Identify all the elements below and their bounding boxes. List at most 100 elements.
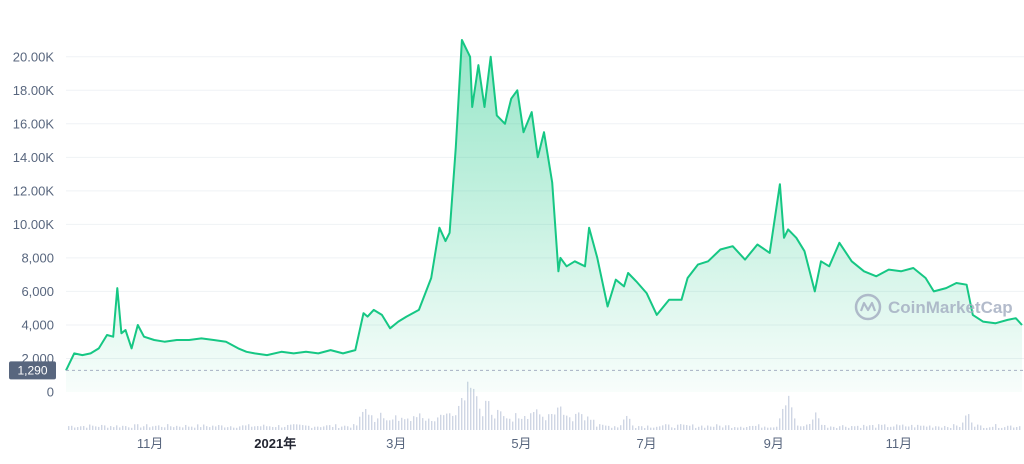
volume-bar — [815, 412, 817, 430]
volume-bar — [104, 425, 106, 430]
volume-bar — [647, 425, 649, 430]
volume-bar — [851, 426, 853, 430]
volume-bar — [290, 424, 292, 430]
volume-bar — [1004, 427, 1006, 430]
volume-bar — [260, 426, 262, 430]
volume-bar — [362, 411, 364, 430]
volume-bar — [782, 408, 784, 430]
volume-bar — [854, 426, 856, 430]
volume-bar — [962, 422, 964, 430]
volume-bar — [203, 424, 205, 430]
volume-bar — [359, 416, 361, 430]
volume-bar — [350, 427, 352, 430]
volume-bar — [470, 387, 472, 430]
x-tick-label: 11月 — [137, 436, 164, 451]
volume-bar — [869, 425, 871, 430]
volume-bar — [149, 427, 151, 430]
volume-bar — [680, 424, 682, 430]
volume-bar — [695, 427, 697, 430]
volume-bar — [656, 426, 658, 430]
volume-bar — [686, 425, 688, 430]
x-tick-label: 7月 — [636, 436, 656, 451]
volume-bar — [458, 405, 460, 430]
volume-bar — [653, 427, 655, 430]
volume-bar — [224, 427, 226, 430]
volume-bar — [281, 427, 283, 430]
volume-bar — [989, 427, 991, 430]
volume-bar — [770, 427, 772, 430]
volume-bar — [365, 409, 367, 430]
volume-bar — [881, 424, 883, 430]
volume-bar — [536, 409, 538, 430]
volume-bar — [221, 425, 223, 430]
volume-bar — [389, 420, 391, 430]
volume-bar — [353, 424, 355, 430]
volume-bar — [902, 424, 904, 430]
volume-bar — [731, 427, 733, 430]
y-tick-label: 8,000 — [21, 250, 54, 265]
volume-bar — [983, 427, 985, 430]
volume-bar — [89, 424, 91, 430]
volume-bar — [251, 426, 253, 430]
volume-bar — [668, 424, 670, 430]
volume-bar — [776, 426, 778, 430]
volume-bar — [896, 424, 898, 430]
volume-bar — [701, 425, 703, 430]
volume-bar — [68, 426, 70, 430]
volume-bar — [530, 413, 532, 430]
volume-bar — [578, 412, 580, 430]
x-tick-label: 5月 — [511, 436, 531, 451]
volume-bar — [443, 415, 445, 430]
y-tick-label: 6,000 — [21, 284, 54, 299]
volume-bar — [914, 427, 916, 430]
volume-bar — [593, 419, 595, 430]
volume-bar — [623, 419, 625, 430]
volume-bar — [509, 418, 511, 430]
volume-bar — [929, 425, 931, 430]
volume-bar — [86, 427, 88, 430]
volume-bar — [542, 416, 544, 430]
volume-bar — [827, 427, 829, 430]
volume-bar — [116, 425, 118, 430]
volume-bar — [938, 426, 940, 430]
volume-bar — [272, 426, 274, 430]
volume-bar — [80, 426, 82, 430]
volume-bar — [836, 428, 838, 430]
volume-bar — [137, 424, 139, 430]
volume-bar — [122, 425, 124, 430]
volume-bar — [428, 418, 430, 430]
volume-bar — [194, 427, 196, 430]
volume-bar — [167, 424, 169, 430]
volume-bar — [317, 426, 319, 430]
volume-bar — [734, 427, 736, 430]
volume-bar — [497, 409, 499, 430]
volume-bar — [410, 421, 412, 430]
volume-bar — [476, 396, 478, 430]
volume-bar — [242, 425, 244, 430]
y-axis-ticks: 02,0004,0006,0008,00010.00K12.00K14.00K1… — [13, 49, 55, 399]
volume-bar — [992, 426, 994, 430]
volume-bar — [101, 424, 103, 430]
volume-bar — [662, 425, 664, 430]
volume-bar — [332, 426, 334, 430]
volume-bar — [830, 426, 832, 430]
volume-bar — [872, 424, 874, 430]
volume-bar — [119, 427, 121, 430]
volume-bar — [995, 424, 997, 430]
volume-bar — [794, 418, 796, 430]
volume-bar — [257, 426, 259, 430]
volume-bar — [236, 427, 238, 430]
volume-bar — [503, 416, 505, 430]
volume-bar — [1019, 426, 1021, 430]
volume-bar — [323, 426, 325, 430]
volume-bar — [344, 425, 346, 430]
volume-bar — [191, 426, 193, 430]
volume-bar — [461, 398, 463, 430]
volume-bar — [650, 427, 652, 430]
volume-bar — [773, 427, 775, 430]
volume-bar — [377, 418, 379, 430]
volume-bar — [608, 425, 610, 430]
volume-bar — [185, 424, 187, 430]
volume-bar — [554, 414, 556, 430]
volume-bar — [563, 414, 565, 430]
